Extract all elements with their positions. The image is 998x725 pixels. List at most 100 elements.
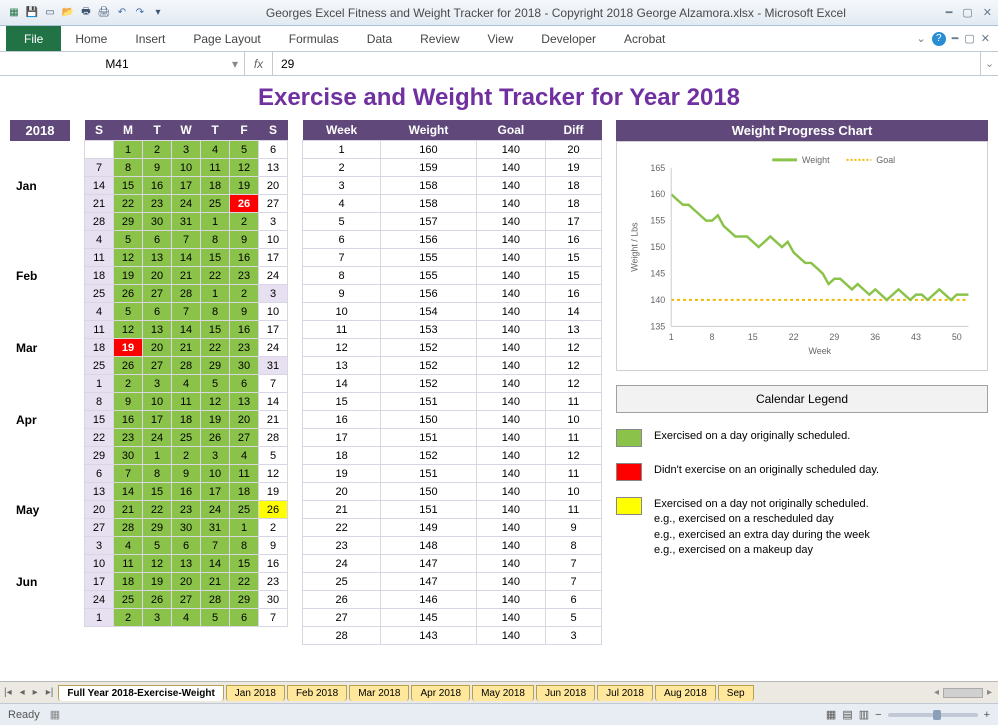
calendar-cell[interactable]: 12 [143,555,172,573]
calendar-cell[interactable]: 23 [230,339,259,357]
calendar-cell[interactable]: 1 [201,285,230,303]
weight-cell[interactable]: 140 [476,303,545,321]
weight-cell[interactable]: 151 [381,501,477,519]
weight-cell[interactable]: 140 [476,447,545,465]
weight-cell[interactable]: 18 [546,195,602,213]
calendar-cell[interactable]: 21 [259,411,288,429]
tab-nav-last-icon[interactable]: ▸| [42,687,58,698]
formula-input-wrap[interactable] [273,52,980,75]
sheet-tab[interactable]: Sep [718,685,754,701]
calendar-cell[interactable]: 28 [172,285,201,303]
calendar-cell[interactable]: 3 [259,213,288,231]
weight-cell[interactable]: 150 [381,483,477,501]
weight-cell[interactable]: 140 [476,483,545,501]
weight-cell[interactable]: 140 [476,465,545,483]
weight-cell[interactable]: 13 [303,357,381,375]
calendar-cell[interactable]: 18 [201,177,230,195]
weight-cell[interactable]: 140 [476,231,545,249]
calendar-cell[interactable]: 14 [259,393,288,411]
zoom-slider[interactable] [888,713,978,717]
calendar-cell[interactable]: 15 [201,321,230,339]
calendar-cell[interactable]: 18 [114,573,143,591]
calendar-cell[interactable]: 9 [143,159,172,177]
calendar-cell[interactable]: 22 [85,429,114,447]
weight-cell[interactable]: 152 [381,357,477,375]
weight-cell[interactable]: 28 [303,627,381,645]
calendar-cell[interactable]: 29 [143,519,172,537]
calendar-cell[interactable]: 11 [85,321,114,339]
calendar-cell[interactable]: 27 [85,519,114,537]
weight-cell[interactable]: 145 [381,609,477,627]
hscroll-track[interactable] [943,688,983,698]
calendar-cell[interactable]: 10 [259,231,288,249]
calendar-cell[interactable]: 28 [114,519,143,537]
weight-cell[interactable]: 152 [381,447,477,465]
calendar-cell[interactable]: 21 [172,267,201,285]
calendar-cell[interactable]: 11 [230,465,259,483]
calendar-cell[interactable]: 17 [259,249,288,267]
calendar-cell[interactable]: 15 [143,483,172,501]
calendar-cell[interactable]: 26 [259,501,288,519]
ribbon-tab-acrobat[interactable]: Acrobat [610,26,679,51]
weight-cell[interactable]: 140 [476,285,545,303]
calendar-cell[interactable]: 31 [201,519,230,537]
weight-cell[interactable]: 140 [476,267,545,285]
calendar-cell[interactable]: 1 [85,375,114,393]
weight-cell[interactable]: 9 [303,285,381,303]
weight-cell[interactable]: 11 [546,501,602,519]
calendar-cell[interactable]: 19 [230,177,259,195]
calendar-cell[interactable]: 21 [85,195,114,213]
weight-cell[interactable]: 156 [381,231,477,249]
weight-cell[interactable]: 150 [381,411,477,429]
weight-cell[interactable]: 148 [381,537,477,555]
weight-cell[interactable]: 25 [303,573,381,591]
calendar-cell[interactable]: 7 [259,609,288,627]
sheet-tab[interactable]: Feb 2018 [287,685,347,701]
sheet-tab[interactable]: Jun 2018 [536,685,595,701]
weight-cell[interactable]: 12 [546,375,602,393]
undo-icon[interactable]: ↶ [114,5,130,21]
weight-cell[interactable]: 24 [303,555,381,573]
sheet-tab[interactable]: Aug 2018 [655,685,716,701]
calendar-cell[interactable]: 16 [259,555,288,573]
calendar-cell[interactable]: 6 [143,231,172,249]
calendar-cell[interactable]: 21 [172,339,201,357]
calendar-cell[interactable]: 7 [114,465,143,483]
maximize-icon[interactable]: ▢ [962,6,972,19]
calendar-cell[interactable]: 20 [230,411,259,429]
calendar-cell[interactable]: 22 [201,267,230,285]
calendar-cell[interactable]: 5 [201,609,230,627]
weight-cell[interactable]: 22 [303,519,381,537]
calendar-cell[interactable]: 9 [230,231,259,249]
weight-cell[interactable]: 140 [476,177,545,195]
sheet-tab[interactable]: Full Year 2018-Exercise-Weight [58,685,223,701]
weight-cell[interactable]: 18 [546,177,602,195]
weight-cell[interactable]: 155 [381,267,477,285]
calendar-cell[interactable]: 23 [143,195,172,213]
weight-cell[interactable]: 140 [476,609,545,627]
tab-nav-next-icon[interactable]: ▸ [29,687,42,698]
weight-cell[interactable]: 147 [381,555,477,573]
calendar-cell[interactable]: 27 [230,429,259,447]
calendar-cell[interactable]: 16 [143,177,172,195]
calendar-cell[interactable]: 17 [172,177,201,195]
calendar-cell[interactable]: 17 [85,573,114,591]
calendar-cell[interactable]: 14 [172,321,201,339]
calendar-cell[interactable]: 16 [230,249,259,267]
weight-cell[interactable]: 157 [381,213,477,231]
calendar-cell[interactable]: 18 [172,411,201,429]
weight-cell[interactable]: 7 [303,249,381,267]
name-box-dropdown-icon[interactable]: ▾ [232,57,238,71]
calendar-cell[interactable]: 19 [201,411,230,429]
calendar-cell[interactable]: 24 [172,195,201,213]
calendar-cell[interactable]: 23 [230,267,259,285]
calendar-cell[interactable]: 29 [201,357,230,375]
calendar-cell[interactable]: 12 [114,249,143,267]
calendar-cell[interactable]: 4 [230,447,259,465]
ribbon-tab-home[interactable]: Home [61,26,121,51]
calendar-cell[interactable]: 10 [172,159,201,177]
weight-cell[interactable]: 11 [546,465,602,483]
calendar-cell[interactable]: 23 [172,501,201,519]
zoom-in-button[interactable]: + [984,709,990,721]
weight-cell[interactable]: 140 [476,213,545,231]
